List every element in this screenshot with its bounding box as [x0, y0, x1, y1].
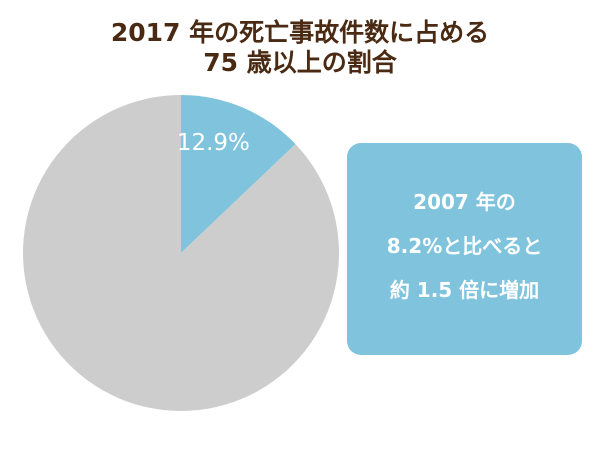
callout-line-3: 約 1.5 倍に増加	[389, 278, 540, 302]
pie-slice-1	[23, 95, 339, 411]
pie-slice-label-0: 12.9%	[177, 130, 250, 156]
pie-chart: 12.9%	[23, 95, 339, 411]
chart-title-line-2: 75 歳以上の割合	[203, 48, 397, 77]
comparison-callout: 2007 年の 8.2%と比べると 約 1.5 倍に増加	[347, 143, 582, 355]
chart-title-line-1: 2017 年の死亡事故件数に占める	[110, 18, 490, 47]
pie-slice-0	[181, 95, 296, 253]
callout-line-2: 8.2%と比べると	[386, 234, 543, 258]
chart-title: 2017 年の死亡事故件数に占める 75 歳以上の割合	[0, 18, 600, 78]
callout-line-1: 2007 年の	[413, 190, 516, 214]
